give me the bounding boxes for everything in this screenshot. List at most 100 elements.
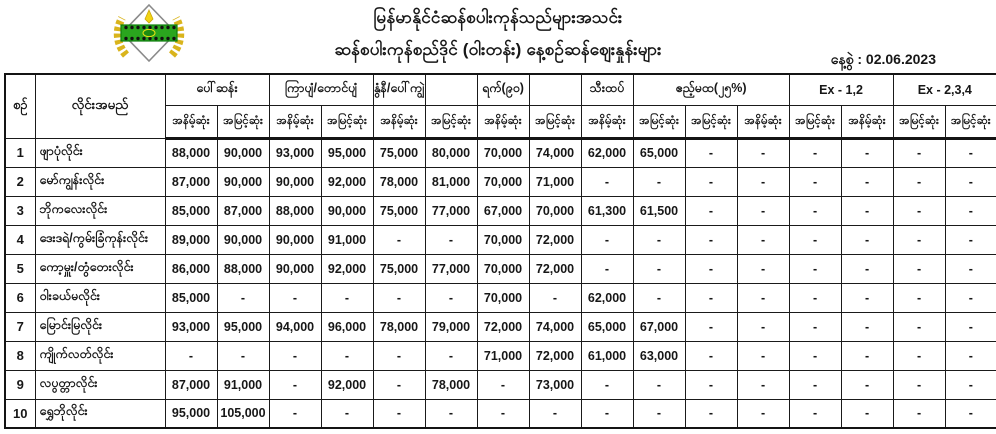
row-serial: 2 [4,166,36,197]
price-cell: - [840,253,894,284]
price-cell: 75,000 [372,195,426,226]
price-cell: 74,000 [528,137,582,168]
price-cell: - [944,137,996,168]
masthead: မြန်မာနိုင်ငံဆန်စပါးကုန်သည်များအသင်း ဆန်… [0,0,996,73]
sub-header-row: အနိမ့်ဆုံး အမြင့်ဆုံး အနိမ့်ဆုံး အမြင့်ဆုံး… [5,104,996,140]
group-header: ဧည့်မထ(၂၅%) [632,73,790,106]
price-cell: 72,000 [528,340,582,371]
price-cell: - [944,224,996,255]
price-cell: 91,000 [216,369,270,400]
sub-header-lowest: အနိမ့်ဆုံး [164,104,218,140]
sub-header-highest: အနိမ့်ဆုံး [736,104,790,140]
price-cell: 88,000 [268,195,322,226]
price-cell: 75,000 [372,253,426,284]
price-cell: - [736,311,790,342]
price-cell: - [632,224,686,255]
price-cell: 77,000 [424,195,478,226]
col-header-serial: စဉ် [4,73,36,139]
price-cell: 70,000 [528,195,582,226]
group-header: ပေါ်ဆန်း [164,73,270,106]
price-cell: 70,000 [476,253,530,284]
price-cell: - [788,137,842,168]
sub-header-highest: အမြင့်ဆုံး [632,104,686,140]
price-cell: - [424,398,478,429]
price-cell: - [580,224,634,255]
price-cell: - [944,195,996,226]
price-cell: 72,000 [528,224,582,255]
price-cell: 63,000 [632,340,686,371]
price-cell: - [944,311,996,342]
table-row: 2 မော်ကျွန်းလိုင်း 87,000 90,000 90,000 92,00… [4,166,996,197]
line-name: ဘိုကလေးလိုင်း [34,195,166,226]
price-cell: - [372,369,426,400]
price-cell: 93,000 [268,137,322,168]
price-cell: - [892,340,946,371]
price-cell: - [372,398,426,429]
price-cell: - [840,369,894,400]
price-cell: 88,000 [216,253,270,284]
price-cell: 70,000 [476,137,530,168]
group-header-empty [424,73,478,106]
price-cell: 71,000 [528,166,582,197]
price-cell: - [216,340,270,371]
price-cell: - [372,282,426,313]
row-serial: 4 [4,224,36,255]
date-separator: : [857,51,863,67]
price-cell: - [632,253,686,284]
table-row: 1 ဖျာပုံလိုင်း 88,000 90,000 93,000 95,000 75,… [4,137,996,168]
price-cell: - [736,195,790,226]
price-cell: 95,000 [216,311,270,342]
price-cell: - [892,224,946,255]
price-cell: - [944,253,996,284]
price-cell: - [840,398,894,429]
price-cell: - [840,166,894,197]
price-cell: - [736,224,790,255]
table-row: 3 ဘိုကလေးလိုင်း 85,000 87,000 88,000 90,000 75… [4,195,996,226]
price-cell: 95,000 [164,398,218,429]
group-header: ရက်(၉၀) [476,73,530,106]
price-cell: - [788,398,842,429]
price-cell: - [684,253,738,284]
price-cell: - [684,340,738,371]
price-cell: - [632,282,686,313]
price-cell: 88,000 [164,137,218,168]
price-cell: - [788,253,842,284]
price-cell: - [944,369,996,400]
line-name: ရွှေဘိုလိုင်း [34,398,166,429]
price-cell: - [892,311,946,342]
price-cell: - [580,166,634,197]
line-name: ကော့မှူး/တွံတေးလိုင်း [34,253,166,284]
group-header: Ex - 2,3,4 [892,73,996,106]
price-cell: - [684,282,738,313]
line-name: ကျိုက်လတ်လိုင်း [34,340,166,371]
price-cell: - [788,224,842,255]
price-cell: - [164,340,218,371]
price-cell: - [736,398,790,429]
sub-header-lowest: အနိမ့်ဆုံး [476,104,530,140]
price-cell: 92,000 [320,166,374,197]
group-header: သီးထပ် [580,73,634,106]
price-cell: - [892,369,946,400]
price-cell: 81,000 [424,166,478,197]
price-cell: - [476,398,530,429]
price-cell: 87,000 [164,166,218,197]
price-cell: - [684,398,738,429]
price-cell: - [944,398,996,429]
price-cell: - [268,282,322,313]
price-cell: 105,000 [216,398,270,429]
price-cell: 71,000 [476,340,530,371]
sub-header-highest: အမြင့်ဆုံး [528,104,582,140]
sheet-title: ဆန်စပါးကုန်စည်ဒိုင် (ဝါးတန်း) နေ့စဉ်ဆန်ဈ… [334,40,662,59]
price-cell: - [840,137,894,168]
price-cell: 78,000 [372,166,426,197]
row-serial: 5 [4,253,36,284]
price-cell: 90,000 [216,166,270,197]
price-cell: 67,000 [632,311,686,342]
price-cell: 65,000 [632,137,686,168]
price-cell: - [580,369,634,400]
table-row: 5 ကော့မှူး/တွံတေးလိုင်း 86,000 88,000 90,000… [4,253,996,284]
price-cell: 94,000 [268,311,322,342]
date-line: နေ့စွဲ : 02.06.2023 [831,50,936,71]
price-cell: - [840,195,894,226]
line-name: ဝါးခယ်မလိုင်း [34,282,166,313]
